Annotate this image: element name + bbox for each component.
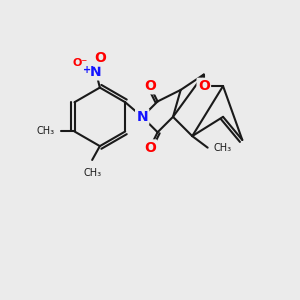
Text: O: O (94, 51, 106, 65)
Text: +: + (83, 65, 91, 75)
Text: O: O (144, 79, 156, 93)
Text: O⁻: O⁻ (73, 58, 88, 68)
Text: N: N (90, 65, 102, 79)
Text: N: N (136, 110, 148, 124)
Text: CH₃: CH₃ (36, 127, 55, 136)
Text: CH₃: CH₃ (83, 168, 101, 178)
Text: O: O (198, 79, 210, 93)
Text: CH₃: CH₃ (214, 143, 232, 153)
Text: O: O (144, 141, 156, 155)
